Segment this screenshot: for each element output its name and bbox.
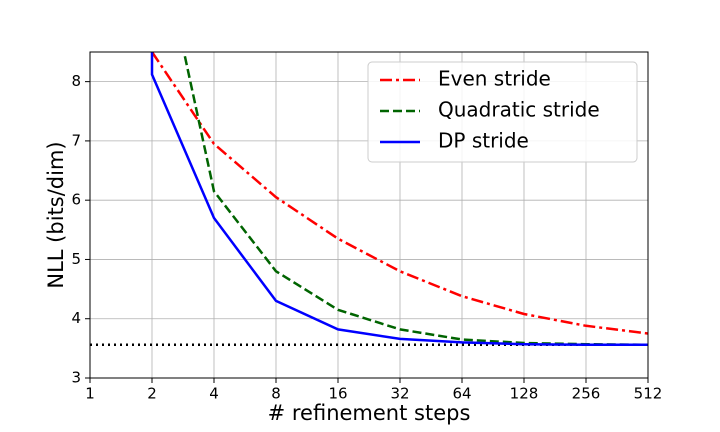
legend-box	[367, 61, 638, 163]
y-tick-label: 8	[71, 72, 81, 90]
legend: Even stride Quadratic stride DP stride	[367, 61, 638, 163]
series-line	[150, 52, 648, 347]
x-tick-label: 128	[510, 385, 539, 403]
plot-frame	[89, 51, 649, 379]
series-line	[150, 52, 648, 335]
y-tick-label: 3	[71, 369, 81, 387]
x-tick-label: 512	[634, 385, 663, 403]
x-axis-label: # refinement steps	[268, 401, 471, 425]
x-tick-label: 2	[147, 385, 157, 403]
x-tick-label: 8	[271, 385, 281, 403]
plot-lines	[90, 52, 648, 347]
x-tick-label: 64	[452, 385, 471, 403]
y-tick-label: 7	[71, 131, 81, 149]
y-tick-label: 6	[71, 191, 81, 209]
x-tick-label: 32	[390, 385, 409, 403]
legend-label: Even stride	[438, 67, 551, 91]
y-tick-label: 5	[71, 250, 81, 268]
series-line	[182, 52, 648, 347]
y-tick-label: 4	[71, 309, 81, 327]
x-tick-label: 4	[209, 385, 219, 403]
ticks: 1 2 4 8 16 32 64 128 256 512 3 4 5 6 7 8	[71, 72, 662, 402]
x-tick-label: 16	[328, 385, 347, 403]
x-tick-label: 1	[85, 385, 95, 403]
legend-label: Quadratic stride	[438, 98, 600, 122]
x-tick-label: 256	[572, 385, 601, 403]
legend-label: DP stride	[438, 129, 529, 153]
y-axis-label: NLL (bits/dim)	[44, 141, 68, 288]
